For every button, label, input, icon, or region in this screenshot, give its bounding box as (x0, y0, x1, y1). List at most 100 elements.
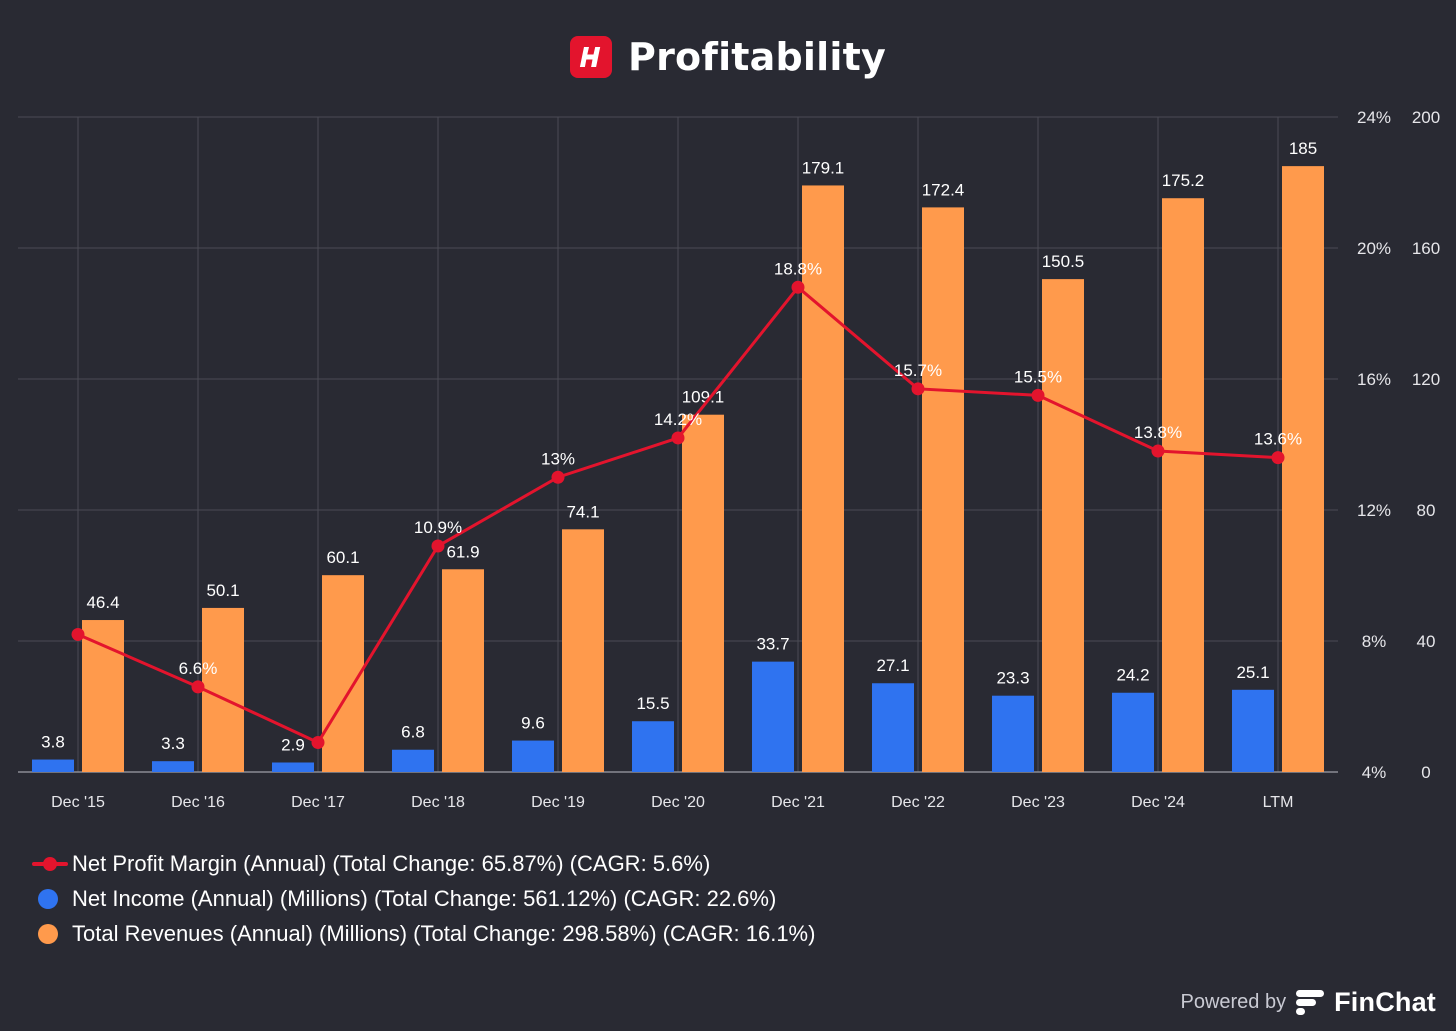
total-revenues-bar (82, 620, 124, 772)
net-profit-margin-point (791, 280, 805, 294)
x-axis-tick-label: Dec '19 (531, 794, 585, 811)
net-profit-margin-data-label: 13.8% (1134, 423, 1182, 442)
powered-by-text: Powered by (1180, 990, 1287, 1013)
total-revenues-data-label: 179.1 (802, 158, 845, 177)
net-profit-margin-point (1031, 388, 1045, 402)
net-profit-margin-point (191, 680, 205, 694)
net-income-data-label: 15.5 (636, 694, 669, 713)
net-income-bar (632, 721, 674, 772)
footer-attribution: Powered by FinChat (1180, 984, 1436, 1020)
net-income-bar (152, 761, 194, 772)
x-axis-tick-label: LTM (1263, 794, 1294, 811)
y-left-tick-label: 4% (1362, 763, 1387, 782)
line-legend-marker-icon (32, 852, 72, 876)
total-revenues-data-label: 74.1 (566, 502, 599, 521)
net-profit-margin-data-label: 13% (541, 449, 575, 468)
finchat-logo-icon (1296, 990, 1325, 1015)
y-right-tick-label: 40 (1417, 632, 1436, 651)
total-revenues-bar (1042, 279, 1084, 772)
y-right-tick-label: 200 (1412, 108, 1440, 127)
net-profit-margin-point (431, 539, 445, 553)
net-profit-margin-point (1271, 451, 1285, 465)
x-axis-tick-label: Dec '18 (411, 794, 465, 811)
total-revenues-bar (562, 529, 604, 772)
legend-label: Net Income (Annual) (Millions) (Total Ch… (72, 885, 777, 911)
total-revenues-data-label: 109.1 (682, 388, 725, 407)
net-income-data-label: 25.1 (1236, 663, 1269, 682)
y-right-tick-label: 0 (1421, 763, 1430, 782)
total-revenues-bar (1162, 198, 1204, 773)
total-revenues-bar (802, 185, 844, 772)
total-revenues-data-label: 185 (1289, 139, 1317, 158)
total-revenues-data-label: 150.5 (1042, 252, 1085, 271)
y-left-tick-label: 24% (1357, 108, 1391, 127)
net-income-data-label: 6.8 (401, 723, 425, 742)
total-revenues-data-label: 61.9 (446, 542, 479, 561)
x-axis-tick-label: Dec '21 (771, 794, 825, 811)
dot-legend-marker-icon (32, 922, 72, 946)
net-profit-margin-point (551, 470, 565, 484)
y-right-tick-label: 80 (1417, 501, 1436, 520)
net-income-bar (1232, 689, 1274, 772)
net-income-bar (512, 740, 554, 772)
net-income-data-label: 23.3 (996, 669, 1029, 688)
net-profit-margin-data-label: 15.5% (1014, 367, 1062, 386)
x-axis-tick-label: Dec '24 (1131, 794, 1185, 811)
finchat-brand-text: FinChat (1334, 986, 1436, 1017)
net-income-data-label: 3.3 (161, 734, 185, 753)
y-right-tick-label: 120 (1412, 370, 1440, 389)
net-income-bar (272, 762, 314, 772)
net-profit-margin-point (911, 382, 925, 396)
net-profit-margin-point (671, 431, 685, 445)
total-revenues-bar (682, 414, 724, 772)
net-income-data-label: 9.6 (521, 714, 545, 733)
net-income-bar (32, 759, 74, 772)
chart-legend: Net Profit Margin (Annual) (Total Change… (32, 846, 815, 951)
total-revenues-data-label: 46.4 (86, 593, 119, 612)
profitability-chart: 200 160 120 80 40 0 24% 20% 16% 12% 8% 4% 3.8 46.4 Dec… (18, 108, 1440, 811)
y-right-tick-label: 160 (1412, 239, 1440, 258)
chart-title: Profitability (628, 35, 886, 79)
net-profit-margin-data-label: 18.8% (774, 259, 822, 278)
net-income-data-label: 24.2 (1116, 666, 1149, 685)
y-left-tick-label: 8% (1362, 632, 1387, 651)
chart-header: Profitability (0, 34, 1456, 80)
net-income-bar (1112, 692, 1154, 772)
total-revenues-data-label: 175.2 (1162, 171, 1205, 190)
net-profit-margin-data-label: 6.6% (179, 659, 218, 678)
legend-item-total-revenues[interactable]: Total Revenues (Annual) (Millions) (Tota… (32, 916, 815, 951)
legend-label: Net Profit Margin (Annual) (Total Change… (72, 850, 711, 876)
x-axis-tick-label: Dec '15 (51, 794, 105, 811)
net-income-data-label: 2.9 (281, 736, 305, 755)
net-income-data-label: 3.8 (41, 733, 65, 752)
y-left-tick-label: 16% (1357, 370, 1391, 389)
company-logo-icon (570, 36, 613, 78)
legend-item-net-profit-margin[interactable]: Net Profit Margin (Annual) (Total Change… (32, 846, 815, 881)
x-axis-tick-label: Dec '23 (1011, 794, 1065, 811)
total-revenues-data-label: 172.4 (922, 180, 965, 199)
net-income-bar (752, 661, 794, 772)
x-axis-tick-label: Dec '20 (651, 794, 705, 811)
net-income-bar (392, 749, 434, 772)
legend-label: Total Revenues (Annual) (Millions) (Tota… (72, 920, 816, 946)
y-left-tick-label: 20% (1357, 239, 1391, 258)
total-revenues-bar (1282, 166, 1324, 772)
x-axis-tick-label: Dec '17 (291, 794, 345, 811)
legend-item-net-income[interactable]: Net Income (Annual) (Millions) (Total Ch… (32, 881, 815, 916)
total-revenues-bar (322, 575, 364, 772)
net-profit-margin-data-label: 15.7% (894, 361, 942, 380)
x-axis-tick-label: Dec '22 (891, 794, 945, 811)
net-income-bar (992, 695, 1034, 772)
net-profit-margin-point (71, 627, 85, 641)
net-income-data-label: 33.7 (756, 635, 789, 654)
net-profit-margin-point (1151, 444, 1165, 458)
total-revenues-bar (202, 607, 244, 772)
x-axis-tick-label: Dec '16 (171, 794, 225, 811)
net-profit-margin-data-label: 14.2% (654, 410, 702, 429)
net-profit-margin-data-label: 10.9% (414, 518, 462, 537)
y-left-tick-label: 12% (1357, 501, 1391, 520)
total-revenues-bar (442, 569, 484, 772)
net-profit-margin-point (311, 736, 325, 750)
total-revenues-data-label: 60.1 (326, 548, 359, 567)
dot-legend-marker-icon (32, 887, 72, 911)
